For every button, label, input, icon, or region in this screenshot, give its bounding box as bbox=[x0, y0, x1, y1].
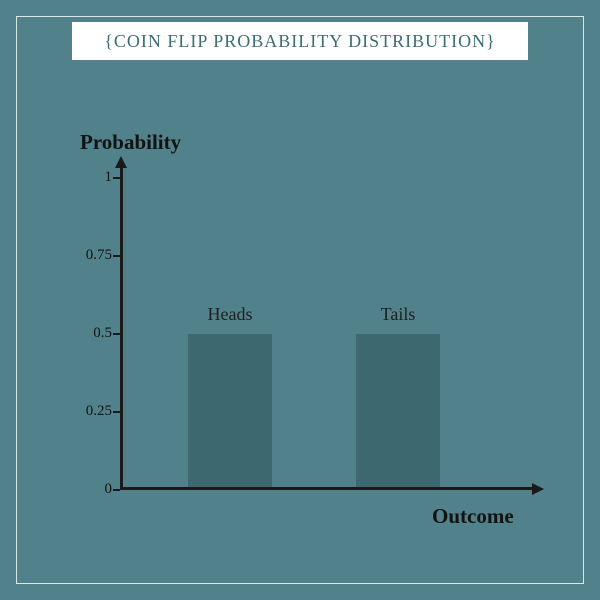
bar-label: Tails bbox=[341, 304, 455, 325]
y-tick-label: 0.25 bbox=[68, 403, 112, 420]
y-tick bbox=[113, 411, 120, 413]
y-axis bbox=[120, 164, 123, 490]
title-box: {COIN FLIP PROBABILITY DISTRIBUTION} bbox=[72, 22, 528, 60]
y-tick-label: 0.75 bbox=[68, 247, 112, 264]
plot-area: 00.250.50.751HeadsTails bbox=[120, 178, 520, 490]
x-axis bbox=[120, 487, 534, 490]
chart-title: {COIN FLIP PROBABILITY DISTRIBUTION} bbox=[104, 31, 495, 52]
y-tick bbox=[113, 177, 120, 179]
y-tick-label: 1 bbox=[68, 169, 112, 186]
y-tick bbox=[113, 489, 120, 491]
x-axis-label: Outcome bbox=[432, 504, 514, 529]
bar-label: Heads bbox=[173, 304, 287, 325]
y-tick bbox=[113, 255, 120, 257]
y-tick-label: 0 bbox=[68, 481, 112, 498]
bar bbox=[188, 334, 272, 487]
bar bbox=[356, 334, 440, 487]
y-axis-arrow bbox=[115, 156, 127, 168]
y-tick-label: 0.5 bbox=[68, 325, 112, 342]
y-tick bbox=[113, 333, 120, 335]
y-axis-label: Probability bbox=[80, 130, 181, 155]
x-axis-arrow bbox=[532, 483, 544, 495]
